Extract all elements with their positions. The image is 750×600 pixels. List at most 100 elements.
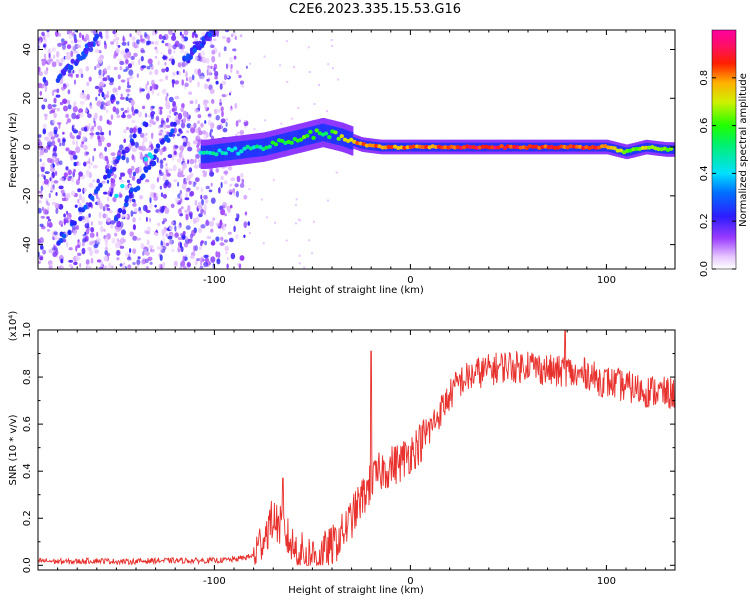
noise-cell <box>181 61 187 68</box>
noise-cell <box>121 41 127 46</box>
noise-cell <box>75 181 79 185</box>
noise-cell <box>227 165 233 171</box>
noise-cell <box>185 235 188 241</box>
noise-cell <box>47 57 53 64</box>
y-tick-label: 20 <box>22 92 33 105</box>
noise-cell <box>129 197 132 203</box>
noise-cell <box>130 210 134 217</box>
noise-cell <box>73 79 77 85</box>
noise-cell <box>119 193 123 198</box>
noise-cell <box>179 190 182 195</box>
noise-cell <box>195 99 198 105</box>
noise-cell <box>75 140 78 147</box>
noise-cell <box>78 68 83 74</box>
snr-series-line <box>38 330 675 567</box>
noise-cell <box>99 115 103 122</box>
noise-cell <box>95 131 100 136</box>
noise-cell <box>168 58 173 62</box>
noise-cell <box>177 237 183 241</box>
noise-cell <box>113 54 117 59</box>
noise-cell <box>145 148 149 151</box>
trace-band <box>233 142 236 160</box>
trace-cell <box>308 129 313 134</box>
noise-cell <box>41 104 46 110</box>
noise-cell <box>204 103 208 110</box>
trace-band <box>327 125 330 143</box>
noise-cell <box>43 70 49 75</box>
x-tick-label: 0 <box>407 275 413 286</box>
noise-cell <box>215 236 220 242</box>
trace-cell <box>405 145 410 150</box>
noise-cell <box>244 211 248 216</box>
noise-cell <box>172 44 177 50</box>
noise-cell <box>79 92 85 99</box>
streak-cell <box>69 64 74 71</box>
noise-cell <box>96 178 100 184</box>
noise-cell <box>110 41 115 45</box>
noise-cell <box>167 154 173 159</box>
noise-cell <box>63 213 66 218</box>
noise-cell <box>94 112 98 119</box>
noise-cell <box>145 179 150 183</box>
noise-cell <box>81 135 87 142</box>
noise-cell <box>77 252 82 256</box>
noise-cell <box>184 197 190 201</box>
noise-cell <box>197 72 201 76</box>
noise-cell <box>162 122 167 130</box>
noise-cell <box>62 131 65 135</box>
noise-cell <box>189 191 194 197</box>
trace-cell <box>493 145 498 150</box>
noise-cell <box>89 132 95 136</box>
streak-cell <box>130 140 135 146</box>
noise-cell <box>180 206 184 210</box>
noise-cell <box>48 222 53 228</box>
streak-cell <box>83 204 88 210</box>
noise-cell <box>234 133 237 136</box>
noise-cell <box>67 89 71 95</box>
noise-cell <box>197 201 203 209</box>
streak-cell <box>116 213 121 219</box>
noise-cell <box>177 224 181 230</box>
noise-cell <box>117 74 121 80</box>
noise-cell <box>233 225 236 232</box>
noise-cell <box>232 48 237 52</box>
noise-cell <box>202 170 206 174</box>
noise-cell <box>182 255 185 263</box>
trace-band <box>308 127 312 145</box>
noise-cell <box>53 180 59 184</box>
noise-cell <box>131 175 135 181</box>
noise-cell <box>226 63 228 70</box>
noise-cell <box>130 56 135 60</box>
noise-cell <box>132 41 137 48</box>
y-tick-label: -20 <box>22 188 33 204</box>
noise-cell <box>162 261 166 269</box>
noise-cell <box>55 203 60 210</box>
noise-cell <box>64 55 69 60</box>
noise-cell <box>72 45 76 52</box>
noise-cell <box>101 91 105 98</box>
trace-cell <box>267 144 272 149</box>
noise-cell <box>229 91 232 94</box>
noise-cell <box>118 149 121 153</box>
noise-cell <box>237 213 240 219</box>
noise-cell <box>38 200 42 204</box>
noise-cell <box>115 36 120 41</box>
noise-cell <box>80 73 84 78</box>
noise-cell <box>53 97 57 104</box>
noise-cell <box>131 36 136 41</box>
trace-cell <box>574 144 580 149</box>
noise-cell <box>68 33 73 40</box>
noise-cell <box>131 198 136 203</box>
noise-cell <box>148 217 152 223</box>
noise-cell <box>227 75 230 78</box>
trace-cell <box>258 145 263 150</box>
noise-cell <box>229 191 233 195</box>
noise-cell <box>92 164 98 169</box>
noise-cell <box>77 44 81 48</box>
noise-cell <box>154 69 159 75</box>
noise-cell <box>157 60 160 66</box>
noise-cell <box>70 72 73 79</box>
noise-cell <box>216 258 221 265</box>
y-tick-label: 0.6 <box>22 416 33 432</box>
noise-cell <box>86 222 90 229</box>
